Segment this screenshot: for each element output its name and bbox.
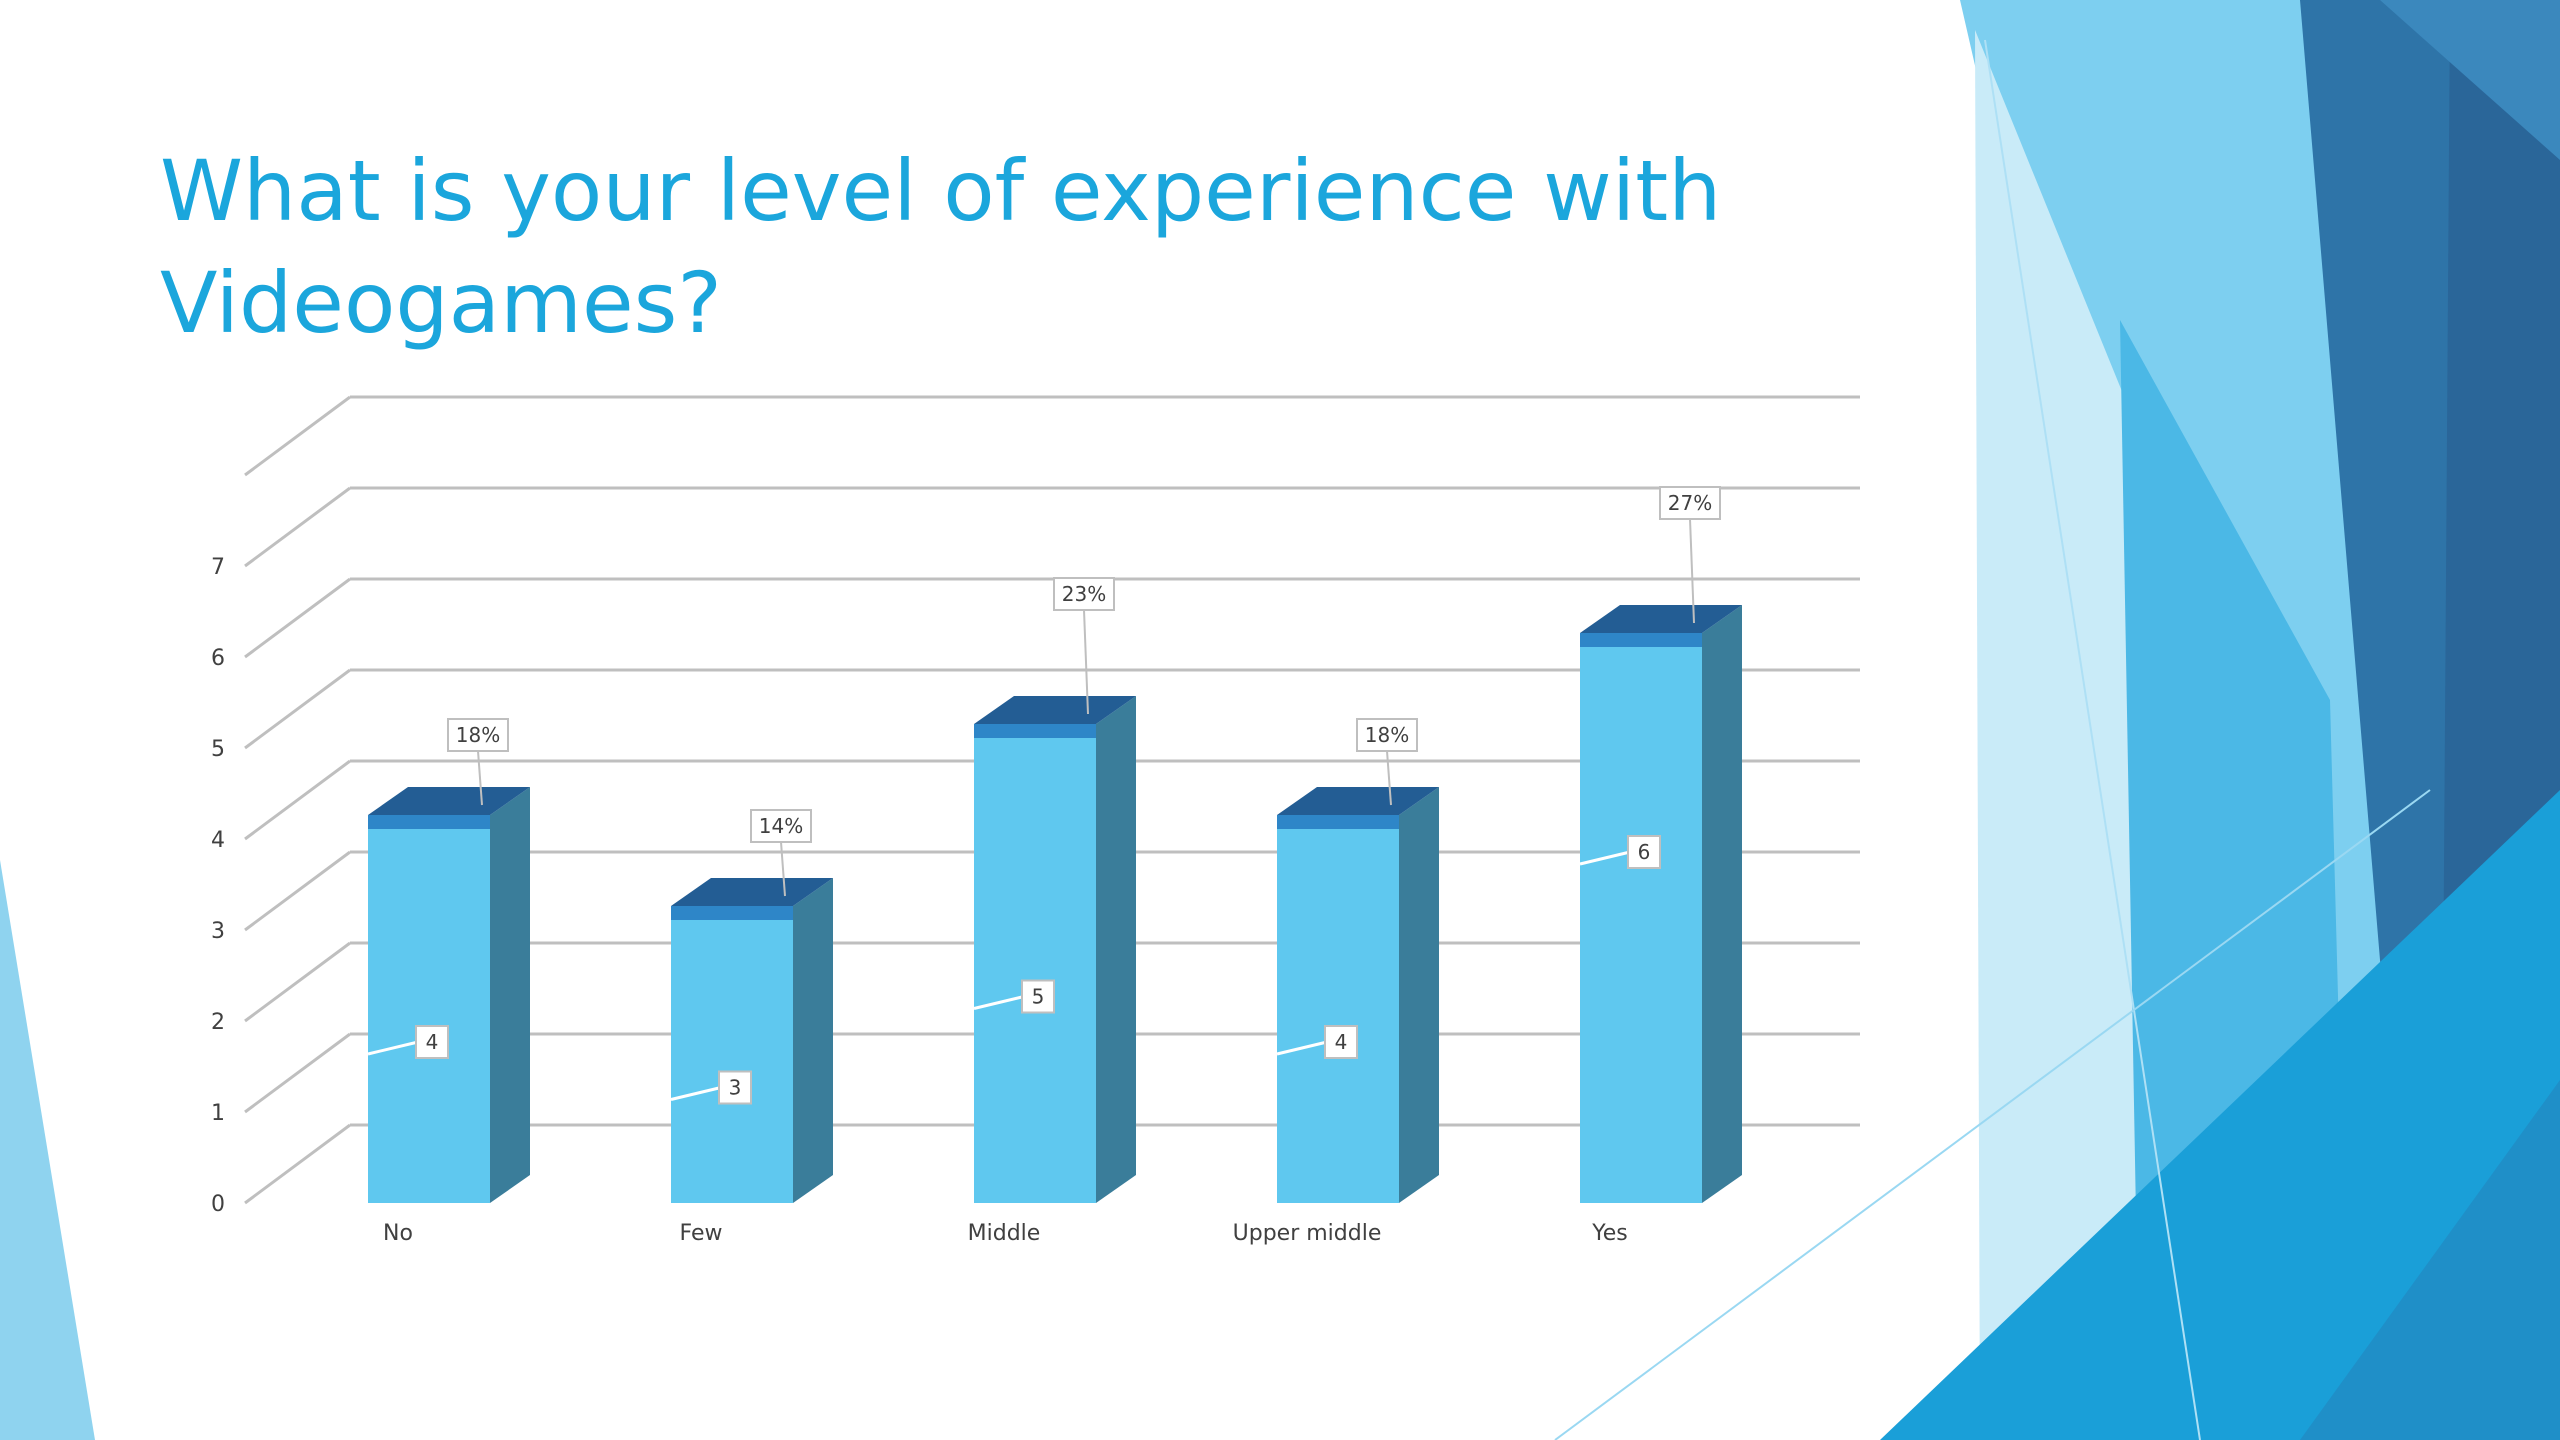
grid-diagonal-2 xyxy=(244,941,351,1023)
y-tick-label: 3 xyxy=(211,919,225,944)
value-label-box xyxy=(718,1070,752,1105)
bar-cap xyxy=(974,724,1096,738)
bar-few xyxy=(671,878,833,1203)
grid-diagonal-7 xyxy=(244,486,351,568)
grid-diagonal-4 xyxy=(244,759,351,841)
x-axis: No Few Middle Upper middle Yes xyxy=(383,1221,1628,1246)
grid-diagonal-3 xyxy=(244,850,351,932)
bar-cap xyxy=(1580,633,1702,647)
chart-bars xyxy=(368,605,1742,1203)
bar-side xyxy=(1096,696,1136,1203)
y-tick-label: 7 xyxy=(211,555,225,580)
decor-shard-left xyxy=(0,860,95,1440)
bar-side xyxy=(1399,787,1439,1203)
bar-front xyxy=(671,920,793,1203)
y-tick-label: 6 xyxy=(211,646,225,671)
y-tick-label: 2 xyxy=(211,1010,225,1035)
percent-label: 23% xyxy=(1062,582,1106,606)
percent-label-box xyxy=(1053,577,1115,611)
value-label: 5 xyxy=(1032,985,1045,1009)
percent-leader-line xyxy=(1083,609,1089,715)
grid-diagonal-5 xyxy=(244,668,351,750)
bar-middle xyxy=(974,696,1136,1203)
value-leader-line xyxy=(1579,850,1631,866)
value-label: 6 xyxy=(1638,840,1651,864)
percent-leader-line xyxy=(1689,518,1695,624)
value-label-box xyxy=(415,1025,449,1059)
x-category-label: Middle xyxy=(968,1221,1041,1246)
value-leader-line xyxy=(367,1040,419,1056)
grid-diagonal-6 xyxy=(244,577,351,659)
percent-label: 27% xyxy=(1668,491,1712,515)
bar-upper-middle xyxy=(1277,787,1439,1203)
percent-leader-line xyxy=(1386,750,1392,806)
bar-top xyxy=(1277,787,1439,815)
bar-cap xyxy=(1277,815,1399,829)
slide-title: What is your level of experience with Vi… xyxy=(160,142,1722,352)
y-tick-label: 5 xyxy=(211,737,225,762)
bar-top xyxy=(1580,605,1742,633)
percent-label-box xyxy=(447,718,509,752)
decor-shard-highlight xyxy=(2380,0,2560,160)
bar-top xyxy=(671,878,833,906)
bar-yes xyxy=(1580,605,1742,1203)
percent-label-box xyxy=(750,809,812,843)
percent-label: 18% xyxy=(1365,723,1409,747)
value-label: 3 xyxy=(729,1076,742,1100)
value-leader-line xyxy=(1276,1040,1328,1056)
bar-cap xyxy=(368,815,490,829)
bar-side xyxy=(490,787,530,1203)
percent-label-box xyxy=(1356,718,1418,752)
y-tick-label: 1 xyxy=(211,1101,225,1126)
y-tick-label: 4 xyxy=(211,828,225,853)
value-leader-line xyxy=(670,1086,722,1101)
value-label-box xyxy=(1021,979,1055,1014)
percent-label: 14% xyxy=(759,814,803,838)
bar-top xyxy=(368,787,530,815)
percent-leader-line xyxy=(477,750,483,806)
bar-side xyxy=(1702,605,1742,1203)
data-labels: 4 18% 3 14% 5 23% 4 18% 6 27% xyxy=(367,486,1721,1105)
bar-side xyxy=(793,878,833,1203)
bar-no xyxy=(368,787,530,1203)
bar-top xyxy=(974,696,1136,724)
decor-shard-bottom-deep xyxy=(2300,1080,2560,1440)
value-label-box xyxy=(1627,835,1661,869)
decor-thin-line-1 xyxy=(1984,39,2201,1440)
percent-label: 18% xyxy=(456,723,500,747)
percent-label-box xyxy=(1659,486,1721,520)
value-leader-line xyxy=(973,995,1025,1010)
decor-shard-bottom xyxy=(1880,790,2560,1440)
y-tick-label: 0 xyxy=(211,1192,225,1217)
decor-thin-line-2 xyxy=(1554,789,2431,1440)
x-category-label: Upper middle xyxy=(1233,1221,1382,1246)
grid-diagonal-1 xyxy=(244,1032,351,1114)
bar-front xyxy=(1580,647,1702,1203)
bar-front xyxy=(974,738,1096,1203)
percent-leader-line xyxy=(780,841,786,897)
x-category-label: Few xyxy=(680,1221,723,1246)
x-category-label: No xyxy=(383,1221,413,1246)
value-label: 4 xyxy=(1335,1030,1348,1054)
value-label: 4 xyxy=(426,1030,439,1054)
y-axis: 0 1 2 3 4 5 6 7 xyxy=(211,555,225,1217)
bar-front xyxy=(1277,829,1399,1203)
bar-cap xyxy=(671,906,793,920)
bar-front xyxy=(368,829,490,1203)
grid-diagonal-8 xyxy=(244,395,351,477)
grid-diagonal-0 xyxy=(244,1123,351,1205)
x-category-label: Yes xyxy=(1591,1221,1628,1246)
value-label-box xyxy=(1324,1025,1358,1059)
